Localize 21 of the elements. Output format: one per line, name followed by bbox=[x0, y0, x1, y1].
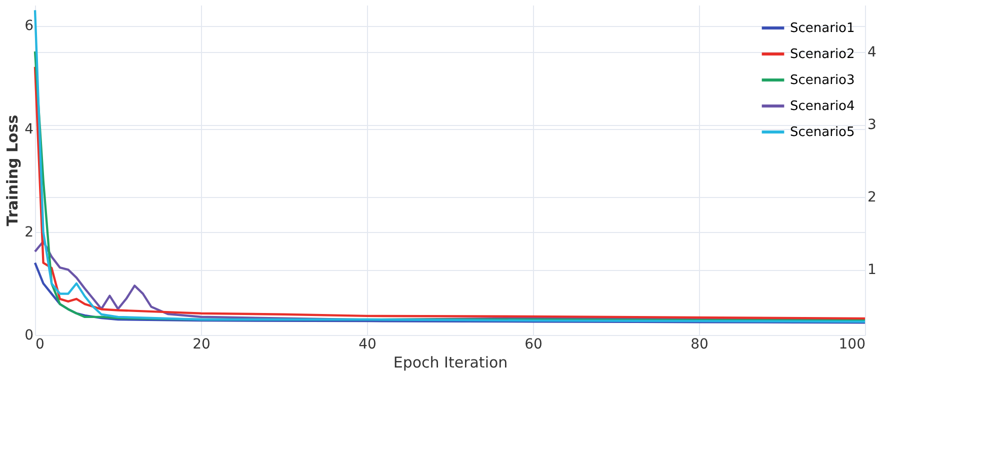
x-tick-label: 0 bbox=[36, 336, 44, 352]
y-tick-label: 2 bbox=[24, 224, 34, 240]
y2-tick-label: 2 bbox=[868, 190, 876, 206]
x-tick-label: 80 bbox=[690, 336, 708, 352]
y-axis-title: Training Loss bbox=[4, 114, 22, 226]
legend-label: Scenario2 bbox=[790, 47, 855, 62]
x-tick-label: 20 bbox=[192, 336, 210, 352]
x-tick-label: 100 bbox=[838, 336, 866, 352]
x-tick-label: 60 bbox=[524, 336, 542, 352]
legend-label: Scenario5 bbox=[790, 125, 855, 140]
legend-label: Scenario4 bbox=[790, 99, 855, 114]
x-axis-title: Epoch Iteration bbox=[393, 354, 508, 372]
line-series bbox=[34, 262, 866, 324]
y2-tick-label: 3 bbox=[868, 117, 876, 134]
x-tick-label: 40 bbox=[358, 336, 376, 352]
legend-label: Scenario1 bbox=[790, 21, 855, 36]
y2-tick-label: 1 bbox=[868, 262, 876, 278]
y2-tick-label: 4 bbox=[868, 44, 876, 61]
y-tick-label: 4 bbox=[24, 121, 34, 138]
y-tick-label: 6 bbox=[24, 18, 34, 34]
legend-label: Scenario3 bbox=[790, 73, 855, 88]
